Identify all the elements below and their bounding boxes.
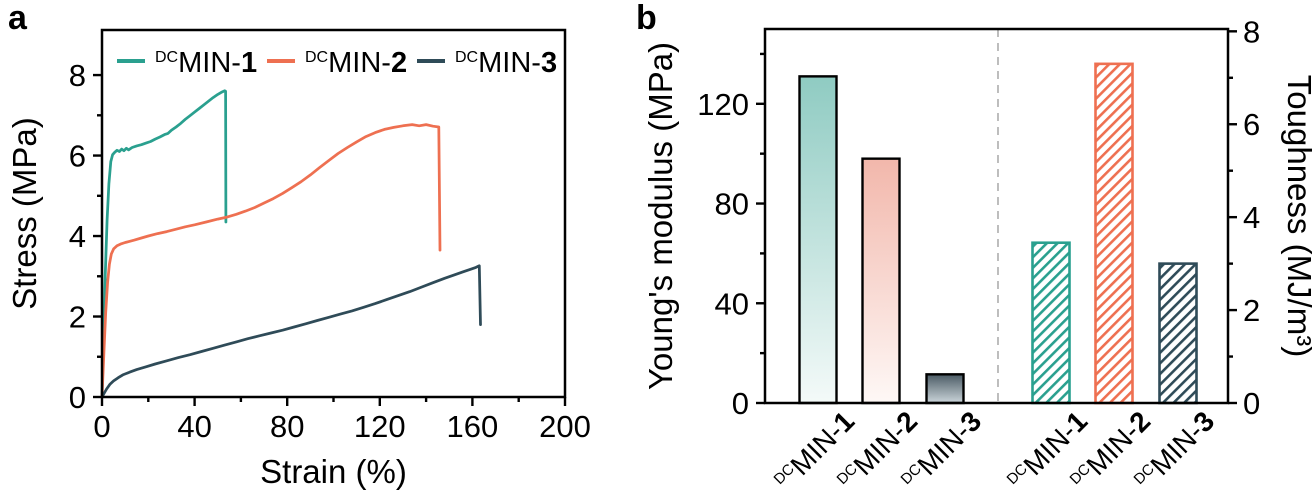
svg-text:40: 40	[715, 286, 749, 321]
bar-modulus-dcmin-2	[861, 157, 901, 405]
left-tick-labels: 0 40 80 120	[697, 87, 749, 421]
svg-text:80: 80	[715, 187, 749, 222]
svg-text:0: 0	[732, 386, 749, 421]
plot-frame	[100, 28, 567, 399]
panel-a-letter: a	[8, 0, 27, 37]
svg-text:8: 8	[1243, 14, 1260, 49]
bar-toughness-dcmin-2	[1094, 62, 1134, 405]
legend-label-dcmin-3: DCMIN-3	[455, 47, 557, 79]
x-axis-label: Strain (%)	[260, 453, 407, 490]
x-tick-labels: 0 40 80 120 160 200	[93, 409, 590, 444]
svg-text:2: 2	[69, 300, 86, 335]
svg-text:0: 0	[93, 409, 110, 444]
axis-ticks	[756, 30, 1237, 405]
panel-b: b 0 40 80 120 0 2 4 6 8 Young's modulus (MPa) Toug…	[620, 0, 1316, 504]
modulus-toughness-bar-chart: 0 40 80 120 0 2 4 6 8 Young's modulus (MPa) Toughn…	[642, 14, 1316, 496]
y-tick-labels: 0 2 4 6 8	[69, 58, 86, 415]
curve-dcmin-3	[100, 264, 482, 399]
svg-text:200: 200	[539, 409, 591, 444]
curve-dcmin-2	[100, 123, 442, 399]
svg-text:160: 160	[447, 409, 499, 444]
svg-text:4: 4	[69, 219, 86, 254]
bar-modulus-dcmin-3	[925, 373, 965, 405]
bar-toughness-dcmin-3	[1158, 262, 1198, 405]
svg-text:80: 80	[270, 409, 304, 444]
y-axis-label: Stress (MPa)	[6, 117, 43, 310]
bar-modulus-dcmin-1	[798, 75, 838, 405]
svg-text:0: 0	[1243, 386, 1260, 421]
right-axis-label: Toughness (MJ/m³)	[1281, 75, 1316, 357]
svg-text:4: 4	[1243, 200, 1260, 235]
curves	[100, 89, 482, 399]
svg-text:2: 2	[1243, 293, 1260, 328]
category-labels: DCMIN-1DCMIN-2DCMIN-3DCMIN-1DCMIN-2DCMIN…	[771, 405, 1221, 496]
left-axis-label: Young's modulus (MPa)	[642, 42, 679, 390]
svg-text:8: 8	[69, 58, 86, 93]
svg-text:0: 0	[69, 380, 86, 415]
svg-text:120: 120	[697, 87, 749, 122]
svg-text:6: 6	[69, 139, 86, 174]
panel-a: a 0 40 80 120 160 200 0 2 4 6 8 Strain (%) Stress (M…	[0, 0, 620, 504]
svg-text:6: 6	[1243, 107, 1260, 142]
svg-text:40: 40	[177, 409, 211, 444]
stress-strain-line-chart: 0 40 80 120 160 200 0 2 4 6 8 Strain (%) Stress (MPa…	[6, 28, 591, 490]
legend-label-dcmin-1: DCMIN-1	[155, 47, 257, 79]
legend: DCMIN-1 DCMIN-2 DCMIN-3	[117, 47, 557, 79]
panel-b-letter: b	[636, 0, 657, 37]
right-tick-labels: 0 2 4 6 8	[1243, 14, 1260, 421]
curve-dcmin-1	[100, 89, 228, 399]
axis-ticks	[93, 73, 567, 406]
bar-toughness-dcmin-1	[1031, 241, 1071, 405]
category-label-dcmin-3-modulus: DCMIN-3	[896, 405, 987, 496]
svg-text:120: 120	[354, 409, 406, 444]
legend-label-dcmin-2: DCMIN-2	[305, 47, 407, 79]
bars	[798, 62, 1198, 405]
